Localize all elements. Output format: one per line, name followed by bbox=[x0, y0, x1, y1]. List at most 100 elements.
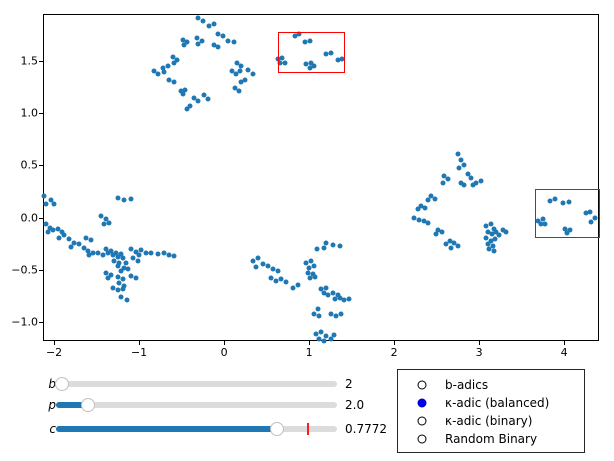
scatter-point bbox=[260, 261, 266, 267]
scatter-point bbox=[236, 88, 242, 94]
scatter-point bbox=[195, 15, 201, 21]
scatter-point bbox=[330, 242, 336, 248]
x-tick-label: 1 bbox=[305, 346, 313, 359]
x-tick-mark bbox=[309, 341, 311, 345]
radio-selected-icon[interactable] bbox=[417, 398, 427, 407]
highlight-rectangle bbox=[534, 189, 600, 238]
scatter-point bbox=[66, 236, 72, 242]
scatter-point bbox=[166, 77, 172, 83]
radio-option-label[interactable]: Random Binary bbox=[445, 431, 538, 446]
scatter-point bbox=[138, 247, 144, 253]
scatter-point bbox=[195, 41, 201, 47]
scatter-point bbox=[238, 63, 244, 69]
scatter-point bbox=[120, 286, 126, 292]
scatter-point bbox=[333, 313, 339, 319]
scatter-point bbox=[121, 283, 127, 289]
scatter-point bbox=[165, 63, 171, 69]
scatter-point bbox=[105, 250, 111, 256]
scatter-point bbox=[103, 246, 109, 252]
scatter-point bbox=[181, 42, 187, 48]
x-tick-label: 4 bbox=[560, 346, 568, 359]
scatter-point bbox=[174, 57, 180, 63]
slider-track-b[interactable] bbox=[56, 381, 337, 387]
scatter-point bbox=[547, 198, 553, 204]
scatter-point bbox=[105, 275, 111, 281]
scatter-point bbox=[110, 285, 116, 291]
radio-option-label[interactable]: κ-adic (balanced) bbox=[445, 395, 550, 410]
scatter-point bbox=[496, 232, 502, 238]
scatter-point bbox=[195, 98, 201, 104]
slider-handle-c[interactable] bbox=[269, 422, 284, 436]
scatter-point bbox=[118, 268, 124, 274]
scatter-point bbox=[337, 243, 343, 249]
scatter-point bbox=[115, 274, 121, 280]
x-tick-label: −2 bbox=[45, 346, 63, 359]
scatter-point bbox=[116, 280, 122, 286]
scatter-point bbox=[201, 92, 207, 98]
scatter-point bbox=[303, 260, 309, 266]
scatter-point bbox=[346, 296, 352, 302]
scatter-point bbox=[311, 311, 317, 317]
scatter-point bbox=[335, 57, 341, 63]
scatter-point bbox=[328, 336, 334, 342]
slider-handle-b[interactable] bbox=[54, 377, 69, 391]
scatter-point bbox=[540, 216, 546, 222]
scatter-point bbox=[184, 39, 190, 45]
scatter-point bbox=[316, 336, 322, 342]
scatter-point bbox=[238, 79, 244, 85]
scatter-point bbox=[542, 221, 548, 227]
slider-track-c[interactable] bbox=[56, 426, 337, 432]
radio-option-row[interactable]: κ-adic (binary) bbox=[398, 412, 586, 430]
plot-axes bbox=[41, 14, 600, 344]
slider-row-c: c 0.7772 bbox=[0, 419, 614, 439]
scatter-point bbox=[50, 227, 56, 233]
scatter-point bbox=[318, 329, 324, 335]
scatter-point bbox=[296, 31, 302, 37]
scatter-point bbox=[478, 178, 484, 184]
radio-option-row[interactable]: Random Binary bbox=[398, 430, 586, 448]
slider-track-p[interactable] bbox=[56, 402, 337, 408]
scatter-point bbox=[318, 286, 324, 292]
x-tick-label: 0 bbox=[220, 346, 228, 359]
scatter-point bbox=[489, 231, 495, 237]
scatter-point bbox=[211, 21, 217, 27]
x-tick-mark bbox=[54, 341, 56, 345]
scatter-point bbox=[41, 193, 47, 199]
radio-option-row[interactable]: b-adics bbox=[398, 376, 586, 394]
scatter-point bbox=[130, 255, 136, 261]
scatter-point bbox=[191, 95, 197, 101]
x-tick-mark bbox=[479, 341, 481, 345]
scatter-point bbox=[503, 229, 509, 235]
radio-unselected-icon[interactable] bbox=[417, 416, 427, 425]
scatter-point bbox=[199, 38, 205, 44]
radio-option-label[interactable]: b-adics bbox=[445, 377, 489, 392]
scatter-point bbox=[115, 287, 121, 293]
scatter-point bbox=[171, 79, 177, 85]
scatter-point bbox=[425, 197, 431, 203]
scatter-point bbox=[332, 296, 338, 302]
scatter-point bbox=[323, 240, 329, 246]
scatter-point bbox=[311, 63, 317, 69]
scatter-point bbox=[488, 221, 494, 227]
scatter-point bbox=[166, 252, 172, 258]
scatter-point bbox=[275, 268, 281, 274]
scatter-point bbox=[415, 206, 421, 212]
scatter-point bbox=[592, 215, 598, 221]
scatter-point bbox=[583, 210, 589, 216]
scatter-point bbox=[242, 77, 248, 83]
scatter-point bbox=[492, 236, 498, 242]
scatter-point bbox=[187, 103, 193, 109]
scatter-point bbox=[125, 266, 131, 272]
radio-option-label[interactable]: κ-adic (binary) bbox=[445, 413, 533, 428]
y-tick-label: 1.0 bbox=[20, 106, 39, 120]
y-tick-mark bbox=[39, 165, 43, 167]
radio-unselected-icon[interactable] bbox=[417, 380, 427, 389]
scatter-point bbox=[311, 263, 317, 269]
slider-value-b: 2 bbox=[345, 377, 353, 391]
scatter-point bbox=[48, 197, 54, 203]
slider-init-marker-c bbox=[307, 423, 310, 435]
radio-option-row[interactable]: κ-adic (balanced) bbox=[398, 394, 586, 412]
radio-unselected-icon[interactable] bbox=[417, 434, 427, 443]
scatter-point bbox=[428, 193, 434, 199]
slider-handle-p[interactable] bbox=[81, 398, 96, 412]
